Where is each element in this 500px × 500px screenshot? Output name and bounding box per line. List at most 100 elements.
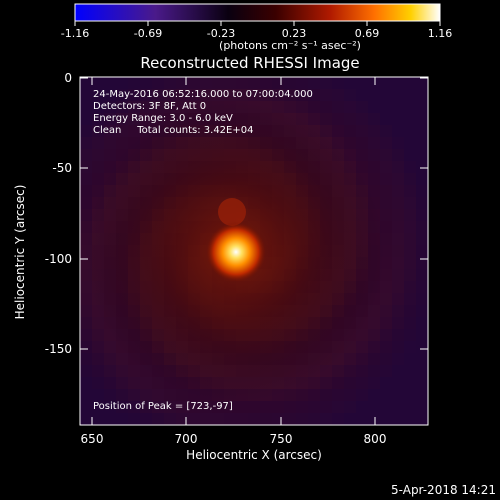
- image-pixel: [260, 77, 273, 90]
- image-pixel: [404, 413, 417, 425]
- image-pixel: [404, 89, 417, 102]
- image-pixel: [416, 125, 428, 138]
- image-pixel: [308, 113, 321, 126]
- image-pixel: [128, 77, 141, 90]
- x-tick-label: 700: [175, 432, 198, 446]
- image-pixel: [200, 77, 213, 90]
- image-pixel: [92, 161, 105, 174]
- image-pixel: [380, 113, 393, 126]
- image-pixel: [80, 113, 93, 126]
- image-pixel: [416, 245, 428, 258]
- image-pixel: [380, 413, 393, 425]
- image-pixel: [296, 101, 309, 114]
- image-pixel: [320, 389, 333, 402]
- image-pixel: [344, 77, 357, 90]
- image-pixel: [80, 389, 93, 402]
- image-pixel: [128, 365, 141, 378]
- colorbar-units-label: (photons cm⁻² s⁻¹ asec⁻²): [219, 39, 361, 52]
- image-pixel: [344, 101, 357, 114]
- image-pixel: [368, 149, 381, 162]
- image-pixel: [416, 269, 428, 282]
- y-tick-labels: 0 -50 -100 -150: [45, 71, 72, 356]
- info-line-detectors: Detectors: 3F 8F, Att 0: [93, 101, 206, 112]
- image-pixel: [320, 101, 333, 114]
- image-pixel: [392, 365, 405, 378]
- image-pixel: [332, 101, 345, 114]
- image-pixel: [92, 89, 105, 102]
- image-pixel: [104, 137, 117, 150]
- image-pixel: [404, 281, 417, 294]
- image-pixel: [356, 125, 369, 138]
- x-tick-label: 750: [270, 432, 293, 446]
- image-pixel: [104, 341, 117, 354]
- image-pixel: [92, 137, 105, 150]
- image-pixel: [152, 389, 165, 402]
- image-pixel: [368, 101, 381, 114]
- image-pixel: [404, 377, 417, 390]
- image-pixel: [404, 293, 417, 306]
- image-pixel: [416, 341, 428, 354]
- image-pixel: [308, 413, 321, 425]
- image-pixel: [284, 401, 297, 414]
- colorbar-tick-label: -1.16: [61, 27, 89, 40]
- image-pixel: [416, 293, 428, 306]
- image-pixel: [368, 329, 381, 342]
- image-pixel: [128, 113, 141, 126]
- image-pixel: [92, 173, 105, 186]
- image-pixel: [416, 113, 428, 126]
- image-pixel: [104, 101, 117, 114]
- image-pixel: [416, 377, 428, 390]
- image-pixel: [392, 281, 405, 294]
- image-pixel: [404, 125, 417, 138]
- image-pixel: [416, 329, 428, 342]
- image-pixel: [368, 137, 381, 150]
- image-pixel: [104, 389, 117, 402]
- image-pixel: [272, 413, 285, 425]
- image-pixel: [92, 401, 105, 414]
- image-pixel: [356, 77, 369, 90]
- image-pixel: [356, 89, 369, 102]
- image-pixel: [260, 89, 273, 102]
- image-pixel: [380, 293, 393, 306]
- image-pixel: [260, 413, 273, 425]
- image-pixel: [284, 89, 297, 102]
- image-pixel: [392, 125, 405, 138]
- image-pixel: [296, 401, 309, 414]
- image-pixel: [368, 377, 381, 390]
- image-pixel: [356, 137, 369, 150]
- image-pixel: [308, 101, 321, 114]
- image-pixel: [392, 245, 405, 258]
- image-pixel: [224, 413, 237, 425]
- image-pixel: [104, 377, 117, 390]
- axis-ticks: [80, 77, 428, 425]
- image-pixel: [404, 245, 417, 258]
- image-pixel: [404, 137, 417, 150]
- image-pixel: [404, 77, 417, 90]
- plot-area: [80, 77, 428, 425]
- colorbar: -1.16 -0.69 -0.23 0.23 0.69 1.16 (photons cm⁻…: [61, 3, 452, 52]
- image-pixel: [392, 209, 405, 222]
- info-line-time: 24-May-2016 06:52:16.000 to 07:00:04.000: [93, 89, 313, 100]
- image-pixel: [416, 413, 428, 425]
- image-pixel: [80, 401, 93, 414]
- image-pixel: [80, 101, 93, 114]
- image-pixel: [152, 77, 165, 90]
- image-pixel: [116, 353, 129, 366]
- image-pixel: [140, 77, 153, 90]
- image-pixel: [416, 197, 428, 210]
- image-pixel: [404, 185, 417, 198]
- image-pixel: [392, 413, 405, 425]
- image-pixel: [320, 77, 333, 90]
- info-line-clean: Clean Total counts: 3.42E+04: [93, 125, 253, 136]
- image-pixel: [404, 305, 417, 318]
- image-pixel: [380, 161, 393, 174]
- image-pixel: [272, 77, 285, 90]
- image-pixel: [200, 89, 213, 102]
- image-pixel: [116, 125, 129, 138]
- image-pixel: [164, 101, 177, 114]
- image-pixel: [392, 377, 405, 390]
- info-line-energy: Energy Range: 3.0 - 6.0 keV: [93, 113, 233, 124]
- image-pixel: [380, 365, 393, 378]
- image-pixel: [80, 77, 93, 90]
- image-pixel: [344, 125, 357, 138]
